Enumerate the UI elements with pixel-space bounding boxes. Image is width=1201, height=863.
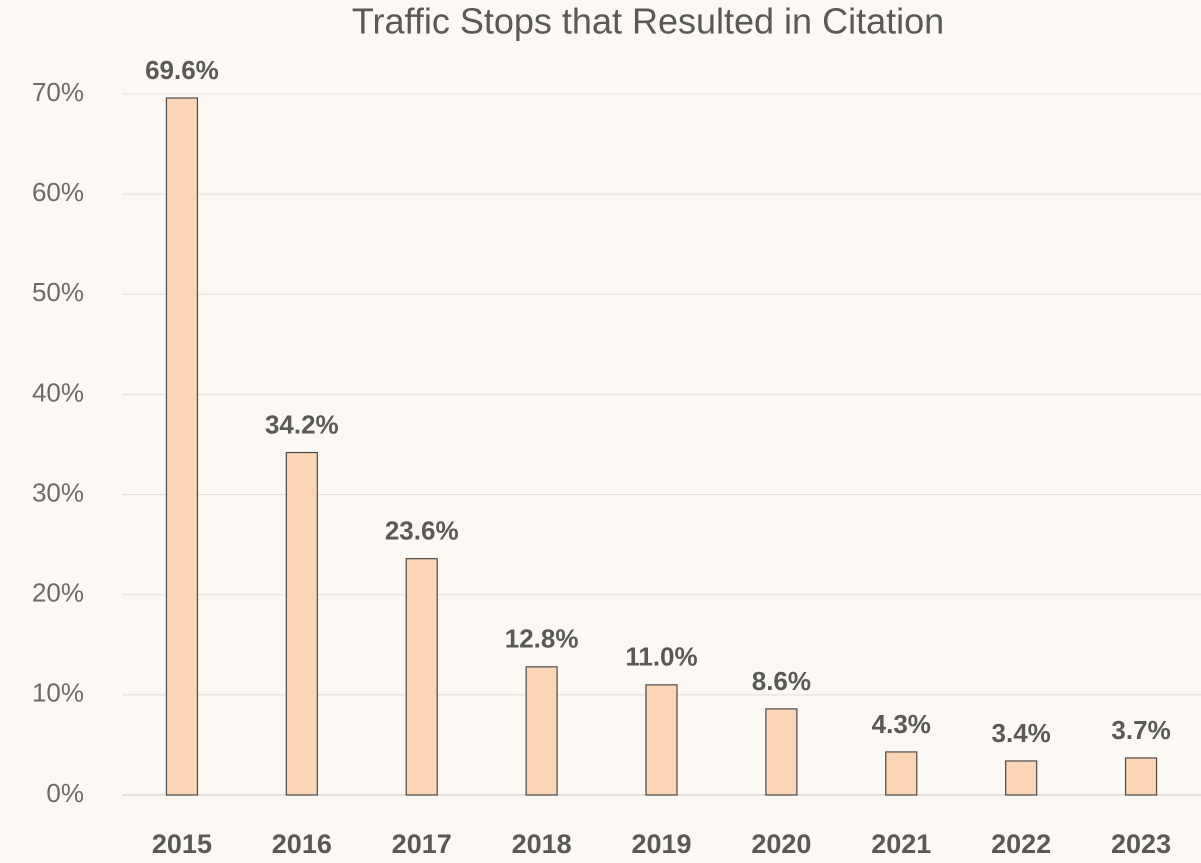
y-tick-label: 70% [32, 77, 84, 107]
x-tick-label: 2021 [871, 829, 931, 859]
y-tick-label: 0% [46, 778, 84, 808]
y-tick-label: 20% [32, 578, 84, 608]
data-label: 8.6% [752, 666, 811, 696]
y-tick-label: 30% [32, 477, 84, 507]
data-label: 23.6% [385, 516, 459, 546]
data-label: 69.6% [145, 55, 219, 85]
x-tick-label: 2019 [631, 829, 691, 859]
data-label: 3.7% [1111, 715, 1170, 745]
bar [405, 558, 438, 796]
chart-title: Traffic Stops that Resulted in Citation [352, 1, 944, 42]
bar [165, 97, 199, 796]
y-tick-label: 10% [32, 678, 84, 708]
x-tick-label: 2022 [991, 829, 1051, 859]
x-tick-label: 2020 [751, 829, 811, 859]
bar [1124, 757, 1158, 796]
y-tick-label: 50% [32, 277, 84, 307]
bar [885, 751, 918, 796]
y-tick-label: 40% [32, 377, 84, 407]
x-tick-label: 2015 [152, 829, 212, 859]
x-tick-label: 2023 [1111, 829, 1171, 859]
bar [645, 684, 678, 796]
x-tick-label: 2018 [512, 829, 572, 859]
data-label: 11.0% [625, 642, 697, 672]
data-label: 3.4% [992, 718, 1051, 748]
x-tick-label: 2017 [392, 829, 452, 859]
y-tick-label: 60% [32, 177, 84, 207]
x-tick-label: 2016 [272, 829, 332, 859]
bar [525, 666, 558, 796]
bar [285, 451, 318, 796]
data-label: 12.8% [505, 624, 579, 654]
data-label: 4.3% [872, 709, 931, 739]
bar [1005, 760, 1038, 796]
data-label: 34.2% [265, 409, 339, 439]
bar [765, 708, 798, 796]
